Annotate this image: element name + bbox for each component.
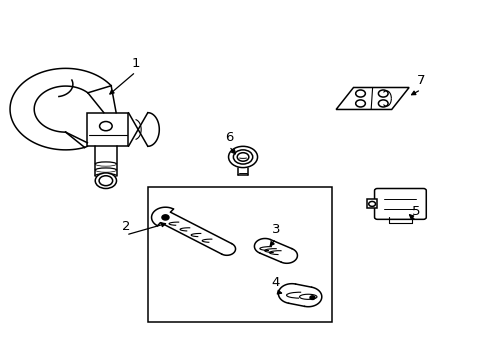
Circle shape xyxy=(237,153,248,161)
Circle shape xyxy=(355,100,365,107)
Text: 6: 6 xyxy=(224,131,233,144)
Circle shape xyxy=(368,202,375,206)
Circle shape xyxy=(95,173,116,189)
Circle shape xyxy=(228,146,257,168)
Bar xyxy=(147,187,331,322)
Circle shape xyxy=(355,90,365,97)
Polygon shape xyxy=(87,113,128,146)
Circle shape xyxy=(309,296,314,300)
Circle shape xyxy=(378,90,387,97)
Circle shape xyxy=(233,150,252,164)
Polygon shape xyxy=(335,87,408,109)
FancyBboxPatch shape xyxy=(374,189,426,219)
Text: 4: 4 xyxy=(271,276,280,289)
Text: 3: 3 xyxy=(271,223,280,236)
Circle shape xyxy=(99,176,112,186)
Text: 1: 1 xyxy=(131,57,140,69)
Circle shape xyxy=(162,215,168,220)
Circle shape xyxy=(100,122,112,131)
Bar xyxy=(366,199,377,208)
Text: 5: 5 xyxy=(411,206,420,219)
Text: 2: 2 xyxy=(122,220,130,233)
Text: 7: 7 xyxy=(416,74,425,87)
Circle shape xyxy=(378,100,387,107)
